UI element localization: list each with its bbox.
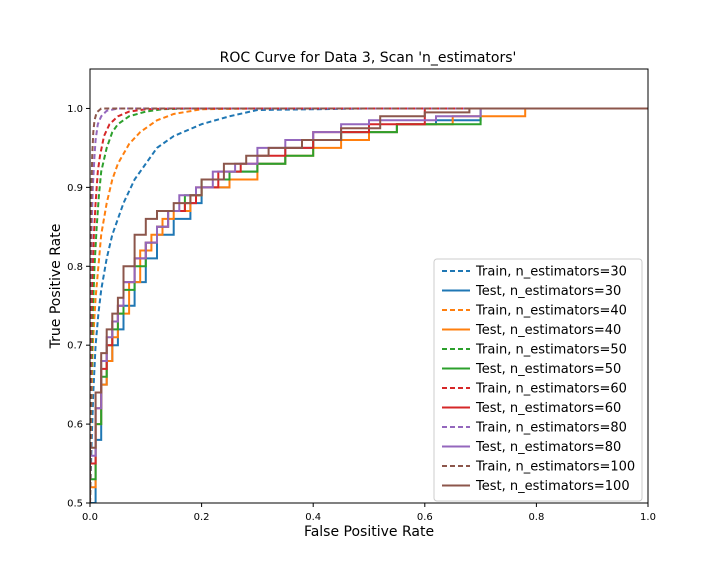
- legend-label-5: Test, n_estimators=50: [475, 362, 621, 377]
- y-tick-label-3: 0.8: [67, 262, 83, 273]
- plot-frame: [89, 68, 649, 504]
- legend-label-0: Train, n_estimators=30: [475, 265, 627, 280]
- y-tick-label-2: 0.7: [67, 341, 83, 352]
- x-tick-label-1: 0.2: [194, 512, 210, 523]
- y-tick-label-1: 0.6: [67, 420, 83, 431]
- x-axis-label: False Positive Rate: [304, 524, 434, 540]
- series-lines: [90, 107, 648, 503]
- series-line-10: [90, 107, 648, 503]
- y-tick-label-5: 1.0: [67, 104, 83, 115]
- series-line-6: [90, 107, 648, 503]
- legend-box: [433, 258, 643, 502]
- legend-label-11: Test, n_estimators=100: [475, 479, 630, 494]
- x-tick-label-0: 0.0: [82, 512, 98, 523]
- x-axis-ticks: 0.0 0.2 0.4 0.6 0.8 1.0: [82, 503, 656, 523]
- series-line-11: [90, 107, 648, 503]
- legend-label-1: Test, n_estimators=30: [475, 284, 621, 299]
- legend-label-4: Train, n_estimators=50: [475, 343, 627, 358]
- legend-label-2: Train, n_estimators=40: [475, 304, 627, 319]
- y-axis-ticks: 0.5 0.6 0.7 0.8 0.9 1.0: [67, 104, 90, 510]
- legend-label-3: Test, n_estimators=40: [475, 323, 621, 338]
- legend-label-9: Test, n_estimators=80: [475, 440, 621, 455]
- x-tick-label-2: 0.4: [305, 512, 321, 523]
- x-tick-label-4: 0.8: [528, 512, 544, 523]
- series-line-2: [90, 107, 648, 503]
- legend-label-10: Train, n_estimators=100: [475, 460, 635, 475]
- series-line-4: [90, 107, 648, 503]
- legend-label-7: Test, n_estimators=60: [475, 401, 621, 416]
- y-tick-label-0: 0.5: [67, 499, 83, 510]
- chart-title: ROC Curve for Data 3, Scan 'n_estimators…: [220, 50, 517, 66]
- y-tick-label-4: 0.9: [67, 183, 83, 194]
- y-axis-label: True Positive Rate: [48, 224, 64, 350]
- legend-label-8: Train, n_estimators=80: [475, 421, 627, 436]
- legend: Train, n_estimators=30 Test, n_estimators…: [433, 258, 643, 502]
- x-tick-label-3: 0.6: [417, 512, 433, 523]
- legend-label-6: Train, n_estimators=60: [475, 382, 627, 397]
- x-tick-label-5: 1.0: [640, 512, 656, 523]
